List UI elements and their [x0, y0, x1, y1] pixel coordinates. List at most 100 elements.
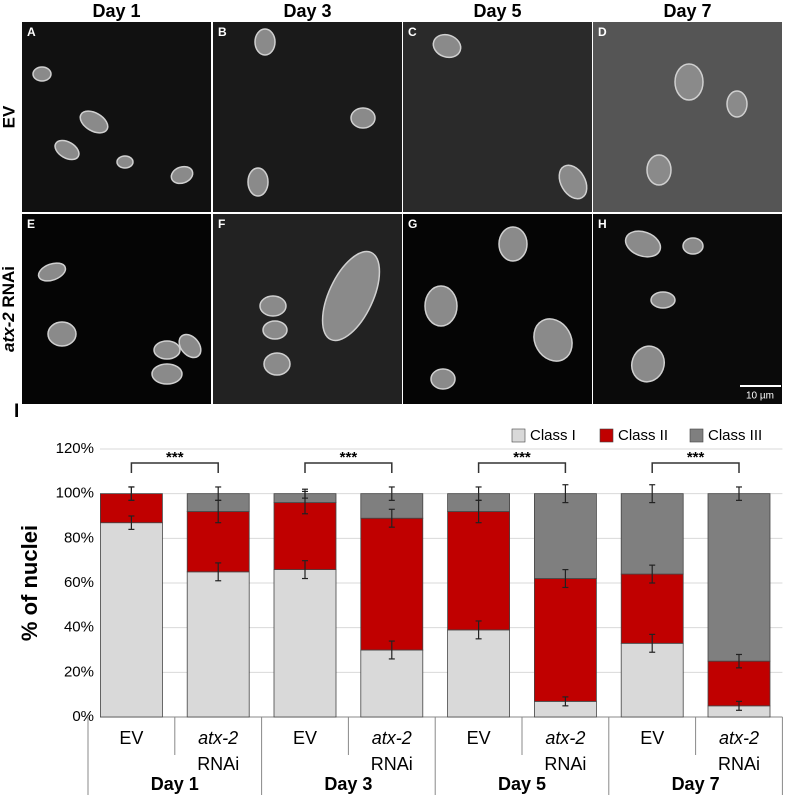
nucleus: [533, 318, 573, 362]
nucleus: [646, 154, 672, 186]
error-bar: [388, 640, 395, 660]
error-bar: [562, 484, 569, 504]
group-label: Day 1: [151, 774, 199, 794]
nucleus: [650, 291, 676, 309]
legend-swatch: [599, 428, 614, 443]
error-bar: [562, 696, 569, 707]
nucleus: [321, 250, 381, 342]
bar-segment: [534, 493, 597, 579]
y-tick-label: 60%: [64, 574, 94, 591]
scale-bar-label: 10 µm: [746, 391, 774, 402]
significance-label: ***: [513, 449, 531, 466]
panel-letter: B: [218, 25, 227, 39]
micrograph: [213, 214, 402, 404]
nucleus: [170, 165, 194, 185]
nucleus: [262, 320, 288, 340]
nucleus: [47, 321, 77, 347]
y-axis-title: % of nuclei: [17, 525, 42, 641]
x-tick-label: EV: [119, 728, 143, 748]
legend-label: Class II: [618, 427, 668, 444]
x-tick-label: atx-2 RNAi: [718, 728, 760, 774]
significance-bracket: [130, 462, 219, 473]
bar-segment: [360, 517, 424, 651]
column-header: Day 5: [473, 1, 521, 21]
micrograph: [22, 214, 211, 404]
bar-segment: [447, 629, 511, 718]
nucleus: [631, 345, 665, 383]
panel-letter: E: [27, 217, 35, 231]
error-bar: [302, 560, 308, 580]
significance-label: ***: [340, 449, 358, 466]
error-bar: [736, 700, 742, 711]
error-bar: [215, 486, 222, 501]
bar-segment: [100, 522, 163, 718]
column-header: Day 7: [663, 1, 711, 21]
legend-swatch: [689, 428, 704, 443]
bar-segment: [447, 511, 511, 631]
panel-label: I: [14, 401, 19, 422]
significance-label: ***: [687, 449, 705, 466]
nucleus: [432, 33, 462, 59]
column-header: Day 1: [92, 1, 140, 21]
group-label: Day 5: [498, 774, 546, 794]
error-bar: [649, 633, 656, 653]
error-bar: [388, 486, 395, 501]
bar-segment: [620, 493, 684, 575]
error-bar: [736, 486, 742, 501]
micrograph: [593, 22, 782, 212]
y-tick-label: 0%: [72, 708, 94, 725]
nucleus: [350, 107, 376, 129]
nucleus: [674, 63, 704, 101]
x-tick-label: atx-2 RNAi: [371, 728, 413, 774]
nucleus: [558, 164, 588, 200]
error-bar: [475, 486, 482, 501]
nucleus: [624, 230, 662, 258]
nucleus: [424, 285, 458, 327]
error-bar: [475, 620, 482, 640]
x-tick-label: atx-2 RNAi: [197, 728, 239, 774]
error-bar: [649, 564, 656, 584]
error-bar: [128, 515, 135, 531]
legend-label: Class III: [708, 427, 762, 444]
significance-bracket: [477, 462, 567, 473]
panel-letter: H: [598, 217, 607, 231]
bar-segment: [620, 573, 684, 644]
significance-bracket: [304, 462, 393, 473]
error-bar: [215, 562, 222, 582]
x-tick-label: EV: [467, 728, 491, 748]
x-tick-label: atx-2 RNAi: [544, 728, 586, 774]
x-tick-label: EV: [640, 728, 664, 748]
panel-letter: F: [218, 217, 225, 231]
row-label: EV: [0, 105, 18, 128]
panel-letter: C: [408, 25, 417, 39]
bar-segment: [620, 642, 684, 718]
legend-label: Class I: [530, 427, 576, 444]
significance-bracket: [651, 462, 740, 473]
bar-segment: [534, 578, 597, 702]
nucleus: [79, 110, 109, 134]
nucleus: [54, 139, 80, 161]
nucleus: [37, 262, 67, 282]
y-tick-label: 120%: [56, 440, 94, 457]
nucleus: [254, 28, 276, 56]
nucleus: [259, 295, 287, 317]
error-bar: [649, 484, 656, 504]
nucleus: [178, 333, 202, 359]
bar-segment: [707, 493, 771, 662]
error-bar: [388, 508, 395, 528]
group-label: Day 3: [324, 774, 372, 794]
nucleus: [116, 155, 134, 169]
error-bar: [736, 653, 742, 669]
y-tick-label: 100%: [56, 485, 94, 502]
nucleus: [726, 90, 748, 118]
nucleus: [498, 226, 528, 262]
panel-letter: G: [408, 217, 417, 231]
nucleus: [151, 363, 183, 385]
y-tick-label: 80%: [64, 529, 94, 546]
nucleus: [153, 340, 181, 360]
error-bar: [562, 568, 569, 589]
x-tick-label: EV: [293, 728, 317, 748]
nucleus: [263, 352, 291, 376]
error-bar: [128, 486, 135, 501]
